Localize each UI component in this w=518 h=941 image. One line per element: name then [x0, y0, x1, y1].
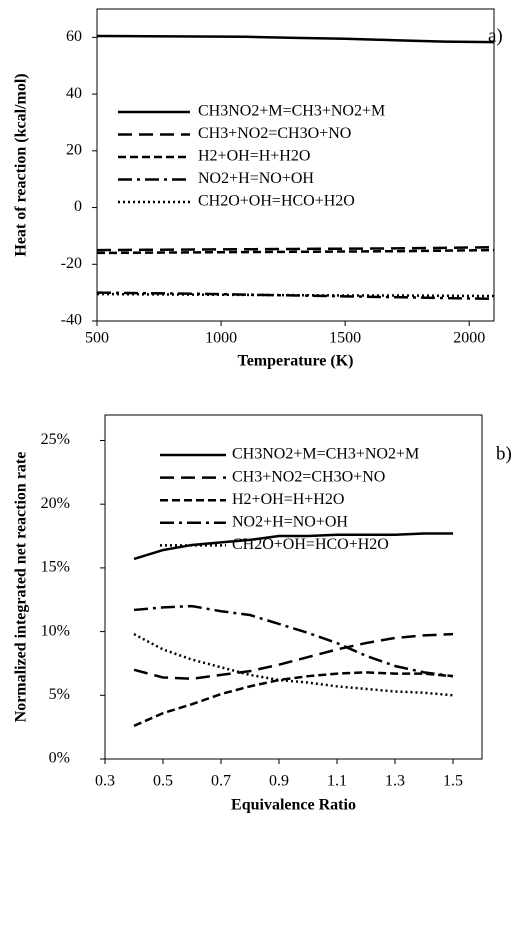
series-line	[133, 633, 454, 697]
series-line	[133, 632, 454, 680]
y-tick-label: 20%	[41, 495, 70, 512]
plot-frame	[104, 414, 483, 760]
legend-label: H2+OH=H+H2O	[198, 148, 310, 165]
x-tick-label: 1000	[205, 330, 237, 347]
y-axis-title: Heat of reaction (kcal/mol)	[13, 73, 30, 256]
y-tick-label: 25%	[41, 431, 70, 448]
x-tick-label: 0.3	[95, 773, 115, 790]
y-axis-title: Normalized integrated net reaction rate	[13, 452, 30, 723]
legend-label: CH3+NO2=CH3O+NO	[198, 125, 351, 142]
y-tick-label: 40	[66, 85, 82, 102]
series-line	[133, 671, 454, 728]
series-line	[133, 532, 453, 561]
series-line	[96, 291, 495, 301]
y-tick-label: 5%	[49, 686, 70, 703]
x-tick-label: 1.1	[327, 773, 347, 790]
series-line	[96, 292, 495, 298]
x-tick-label: 1500	[329, 330, 361, 347]
legend-label: CH3NO2+M=CH3+NO2+M	[198, 103, 385, 120]
series-line	[96, 248, 495, 255]
legend-label: CH2O+OH=HCO+H2O	[198, 193, 355, 210]
y-tick-label: 0	[74, 198, 82, 215]
series-line	[96, 246, 495, 252]
y-tick-label: -20	[61, 255, 82, 272]
legend-label: NO2+H=NO+OH	[198, 170, 314, 187]
x-tick-label: 1.3	[385, 773, 405, 790]
panel-label: b)	[496, 443, 512, 464]
x-tick-label: 0.9	[269, 773, 289, 790]
y-tick-label: 60	[66, 28, 82, 45]
x-tick-label: 2000	[453, 330, 485, 347]
x-tick-label: 0.5	[153, 773, 173, 790]
x-axis-title: Equivalence Ratio	[231, 797, 356, 814]
y-tick-label: 20	[66, 141, 82, 158]
x-tick-label: 0.7	[211, 773, 231, 790]
y-tick-label: 15%	[41, 559, 70, 576]
x-axis-title: Temperature (K)	[238, 353, 354, 370]
legend-label: H2+OH=H+H2O	[232, 491, 344, 508]
plot-frame	[96, 8, 495, 322]
x-tick-label: 1.5	[443, 773, 463, 790]
y-tick-label: 10%	[41, 622, 70, 639]
series-line	[96, 34, 495, 44]
legend-label: CH3+NO2=CH3O+NO	[232, 468, 385, 485]
legend-label: NO2+H=NO+OH	[232, 513, 348, 530]
series-line	[133, 604, 454, 678]
y-tick-label: -40	[61, 312, 82, 329]
x-tick-label: 500	[85, 330, 109, 347]
legend-label: CH3NO2+M=CH3+NO2+M	[232, 446, 419, 463]
legend-label: CH2O+OH=HCO+H2O	[232, 536, 389, 553]
y-tick-label: 0%	[49, 750, 70, 767]
